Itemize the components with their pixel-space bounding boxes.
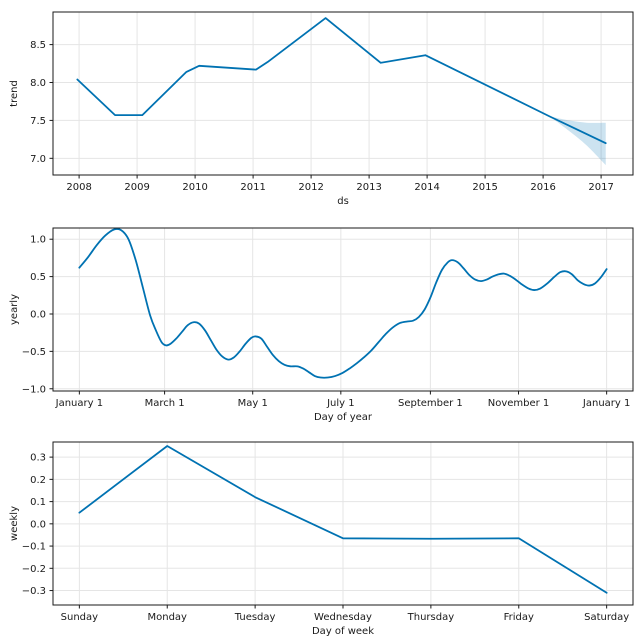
x-tick-label: May 1 xyxy=(238,398,268,409)
y-tick-label: −0.3 xyxy=(22,586,46,597)
yearly-chart: January 1 March 1 May 1 July 1 September 1 No… xyxy=(9,227,634,423)
yearly-line xyxy=(78,228,608,379)
y-tick-label: 0.2 xyxy=(30,475,46,486)
x-tick-label: July 1 xyxy=(326,398,355,409)
x-tick-label: 2016 xyxy=(530,182,555,193)
y-tick-label: 7.5 xyxy=(30,116,46,127)
trend-axes: 2008 2009 2010 2011 2012 2013 2014 2015 2016 2017… xyxy=(9,40,614,207)
y-tick-label: 1.0 xyxy=(30,235,46,246)
x-tick-label: Thursday xyxy=(407,612,455,623)
yearly-xlabel: Day of year xyxy=(314,412,373,423)
x-tick-label: Monday xyxy=(147,612,187,623)
x-tick-label: Friday xyxy=(504,612,534,623)
uncertainty-band xyxy=(550,116,606,166)
grid xyxy=(53,12,633,175)
x-tick-label: Saturday xyxy=(584,612,629,623)
x-tick-label: Sunday xyxy=(61,612,98,623)
weekly-line xyxy=(78,445,608,594)
x-tick-label: January 1 xyxy=(582,398,630,409)
y-tick-label: 8.0 xyxy=(30,78,46,89)
y-tick-label: −0.2 xyxy=(22,564,46,575)
yearly-ylabel: yearly xyxy=(9,294,20,325)
weekly-xlabel: Day of week xyxy=(312,626,374,637)
y-tick-label: −1.0 xyxy=(22,384,46,395)
trend-chart: 2008 2009 2010 2011 2012 2013 2014 2015 2016 2017… xyxy=(9,11,634,207)
x-tick-label: 2009 xyxy=(124,182,149,193)
x-tick-label: 2017 xyxy=(588,182,613,193)
x-tick-label: 2014 xyxy=(414,182,439,193)
x-tick-label: Tuesday xyxy=(234,612,276,623)
x-tick-label: September 1 xyxy=(398,398,463,409)
y-tick-label: 0.3 xyxy=(30,453,46,464)
grid xyxy=(53,442,633,605)
y-tick-label: 0.0 xyxy=(30,519,46,530)
y-tick-label: 7.0 xyxy=(30,154,46,165)
x-tick-label: March 1 xyxy=(145,398,185,409)
plot-border xyxy=(52,11,634,176)
weekly-ylabel: weekly xyxy=(9,506,20,541)
y-tick-label: 0.5 xyxy=(30,272,46,283)
y-tick-label: 8.5 xyxy=(30,40,46,51)
y-tick-label: 0.0 xyxy=(30,309,46,320)
x-tick-label: 2012 xyxy=(298,182,323,193)
x-tick-label: 2008 xyxy=(66,182,91,193)
x-tick-label: 2015 xyxy=(472,182,497,193)
x-tick-label: 2013 xyxy=(356,182,381,193)
y-tick-label: 0.1 xyxy=(30,497,46,508)
x-tick-label: January 1 xyxy=(55,398,103,409)
weekly-axes: Sunday Monday Tuesday Wednesday Thursday Frid… xyxy=(9,453,629,637)
plot-border xyxy=(52,227,634,392)
x-tick-label: November 1 xyxy=(488,398,550,409)
trend-line xyxy=(76,17,607,145)
y-tick-label: −0.1 xyxy=(22,542,46,553)
y-tick-label: −0.5 xyxy=(22,347,46,358)
weekly-chart: Sunday Monday Tuesday Wednesday Thursday Frid… xyxy=(9,441,634,637)
trend-ylabel: trend xyxy=(9,80,20,107)
yearly-axes: January 1 March 1 May 1 July 1 September 1 No… xyxy=(9,235,630,423)
x-tick-label: Wednesday xyxy=(314,612,372,623)
trend-xlabel: ds xyxy=(337,196,349,207)
x-tick-label: 2011 xyxy=(240,182,265,193)
x-tick-label: 2010 xyxy=(182,182,207,193)
